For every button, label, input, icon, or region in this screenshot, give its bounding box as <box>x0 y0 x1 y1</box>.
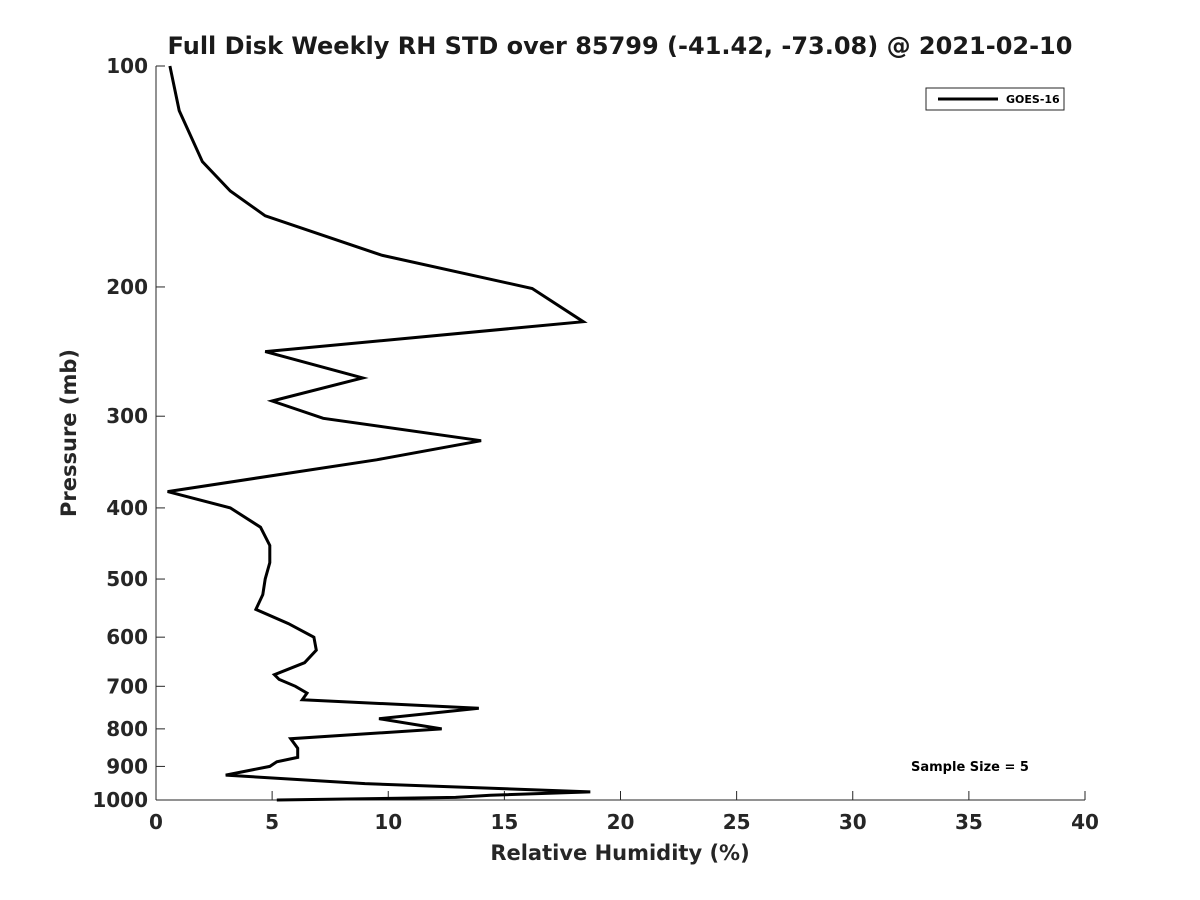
y-axis-ticks: 100 200 300 400 500 600 700 800 900 1000 <box>92 54 165 812</box>
y-tick-label-1000: 1000 <box>92 788 148 812</box>
x-tick-label-15: 15 <box>490 810 518 834</box>
y-tick-label-300: 300 <box>106 404 148 428</box>
chart-title: Full Disk Weekly RH STD over 85799 (-41.… <box>168 32 1073 60</box>
x-tick-label-30: 30 <box>839 810 867 834</box>
y-tick-label-200: 200 <box>106 275 148 299</box>
y-axis-label: Pressure (mb) <box>57 349 81 517</box>
sample-size-annotation: Sample Size = 5 <box>911 760 1029 775</box>
y-tick-label-600: 600 <box>106 625 148 649</box>
y-tick-label-800: 800 <box>106 717 148 741</box>
series-line-goes-16 <box>167 65 591 802</box>
x-tick-label-0: 0 <box>149 810 163 834</box>
x-tick-label-5: 5 <box>265 810 279 834</box>
y-tick-label-100: 100 <box>106 54 148 78</box>
y-tick-label-900: 900 <box>106 754 148 778</box>
legend: GOES-16 <box>925 87 1065 111</box>
x-tick-label-40: 40 <box>1071 810 1099 834</box>
x-axis-label: Relative Humidity (%) <box>490 841 749 865</box>
y-tick-label-400: 400 <box>106 496 148 520</box>
x-tick-label-20: 20 <box>607 810 635 834</box>
x-tick-label-35: 35 <box>955 810 983 834</box>
x-tick-label-25: 25 <box>723 810 751 834</box>
y-tick-label-500: 500 <box>106 567 148 591</box>
x-axis-ticks: 0 5 10 15 20 25 30 35 40 <box>149 791 1099 834</box>
x-tick-label-10: 10 <box>374 810 402 834</box>
y-tick-label-700: 700 <box>106 674 148 698</box>
legend-label-goes-16: GOES-16 <box>1006 93 1060 106</box>
series-group <box>167 65 591 802</box>
